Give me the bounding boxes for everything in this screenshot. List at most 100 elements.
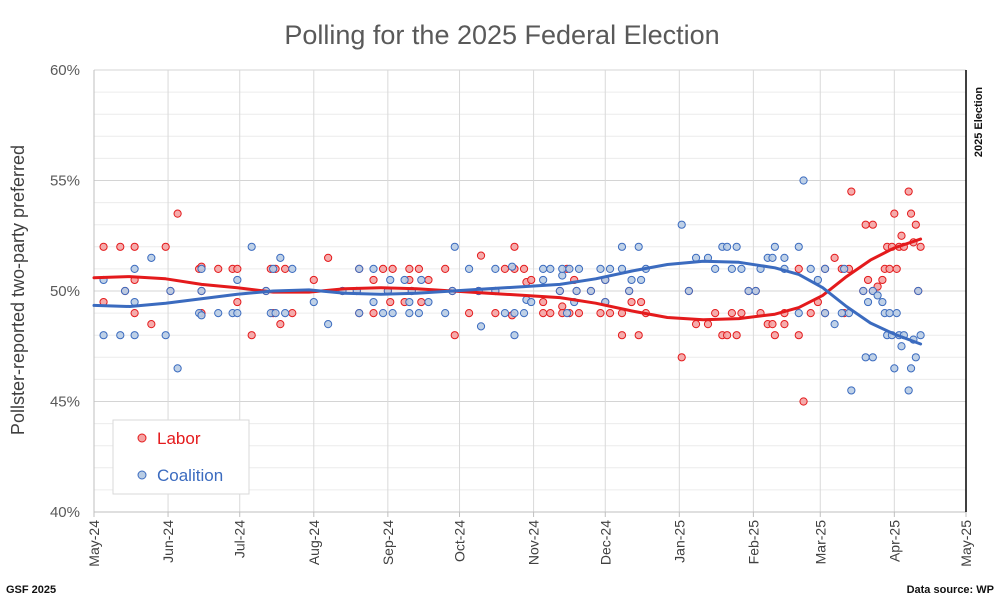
point-coalition bbox=[116, 331, 125, 340]
point-coalition bbox=[510, 331, 519, 340]
point-coalition bbox=[417, 275, 426, 285]
point-coalition bbox=[744, 286, 753, 296]
point-coalition bbox=[424, 297, 433, 307]
point-labor bbox=[116, 242, 125, 251]
legend-marker-labor bbox=[137, 433, 147, 443]
point-coalition bbox=[780, 253, 789, 262]
point-coalition bbox=[527, 297, 536, 307]
point-coalition bbox=[197, 311, 206, 320]
point-labor bbox=[847, 187, 856, 196]
point-labor bbox=[768, 320, 777, 329]
point-coalition bbox=[677, 220, 686, 229]
point-coalition bbox=[197, 286, 206, 296]
point-labor bbox=[491, 309, 500, 318]
point-labor bbox=[878, 275, 887, 285]
point-coalition bbox=[558, 271, 567, 280]
legend-box bbox=[112, 419, 250, 495]
legend: Labor Coalition bbox=[112, 419, 250, 495]
point-labor bbox=[214, 264, 223, 273]
point-coalition bbox=[214, 309, 223, 318]
point-coalition bbox=[837, 309, 846, 318]
point-coalition bbox=[539, 264, 548, 273]
point-labor bbox=[897, 231, 906, 240]
point-labor bbox=[916, 242, 925, 251]
source-right: Data source: WP bbox=[907, 584, 994, 596]
point-labor bbox=[519, 264, 529, 273]
point-labor bbox=[868, 220, 877, 229]
point-coalition bbox=[388, 309, 397, 318]
point-coalition bbox=[878, 297, 887, 307]
point-labor bbox=[863, 275, 873, 285]
point-coalition bbox=[464, 264, 474, 273]
point-coalition bbox=[794, 309, 803, 318]
point-coalition bbox=[572, 286, 581, 296]
point-labor bbox=[892, 264, 901, 273]
y-axis-label: Pollster-reported two-party preferred bbox=[8, 145, 28, 435]
point-coalition bbox=[378, 309, 388, 318]
point-labor bbox=[424, 275, 433, 285]
point-labor bbox=[324, 253, 333, 262]
point-coalition bbox=[732, 242, 741, 251]
point-labor bbox=[233, 264, 242, 273]
point-labor bbox=[386, 297, 395, 307]
point-coalition bbox=[806, 264, 815, 273]
point-labor bbox=[510, 242, 519, 251]
point-coalition bbox=[507, 262, 517, 271]
point-coalition bbox=[847, 386, 856, 395]
election-marker-label: 2025 Election bbox=[973, 87, 985, 158]
legend-label-coalition: Coalition bbox=[157, 466, 223, 485]
point-labor bbox=[634, 331, 643, 340]
point-coalition bbox=[197, 264, 206, 273]
point-coalition bbox=[562, 309, 572, 318]
point-coalition bbox=[555, 286, 564, 296]
point-labor bbox=[906, 209, 916, 218]
point-coalition bbox=[161, 331, 170, 340]
point-coalition bbox=[99, 331, 108, 340]
point-coalition bbox=[276, 253, 285, 262]
point-labor bbox=[405, 264, 414, 273]
point-coalition bbox=[916, 331, 925, 340]
point-labor bbox=[737, 309, 746, 318]
point-coalition bbox=[634, 242, 643, 251]
point-coalition bbox=[574, 264, 584, 273]
x-tick-label: Nov-24 bbox=[526, 520, 542, 565]
point-coalition bbox=[636, 275, 646, 285]
chart-title: Polling for the 2025 Federal Election bbox=[284, 20, 719, 50]
x-tick-label: Jan-25 bbox=[671, 520, 687, 563]
point-coalition bbox=[892, 309, 901, 318]
x-tick-label: Feb-25 bbox=[745, 520, 761, 565]
point-coalition bbox=[820, 309, 830, 318]
point-labor bbox=[527, 275, 536, 285]
source-left: GSF 2025 bbox=[6, 584, 56, 596]
point-coalition bbox=[309, 297, 318, 307]
point-labor bbox=[417, 297, 426, 307]
x-tick-label: Dec-24 bbox=[597, 520, 613, 565]
x-tick-label: Sep-24 bbox=[380, 520, 396, 565]
point-coalition bbox=[911, 353, 920, 362]
point-coalition bbox=[904, 386, 913, 395]
point-coalition bbox=[737, 264, 746, 273]
point-coalition bbox=[271, 309, 280, 318]
point-labor bbox=[378, 264, 388, 273]
point-coalition bbox=[324, 320, 333, 329]
point-labor bbox=[161, 242, 170, 251]
point-coalition bbox=[269, 264, 278, 273]
point-coalition bbox=[890, 364, 899, 373]
point-coalition bbox=[539, 275, 548, 285]
point-coalition bbox=[369, 297, 378, 307]
point-labor bbox=[627, 297, 636, 307]
point-coalition bbox=[130, 331, 139, 340]
point-coalition bbox=[768, 253, 777, 262]
point-coalition bbox=[247, 242, 256, 251]
point-labor bbox=[727, 309, 736, 318]
point-labor bbox=[276, 320, 285, 329]
point-coalition bbox=[684, 286, 693, 296]
point-labor bbox=[636, 297, 646, 307]
point-labor bbox=[233, 297, 242, 307]
coalition-trend-line bbox=[92, 259, 923, 346]
labor-trend-line bbox=[92, 237, 923, 322]
point-labor bbox=[130, 309, 139, 318]
point-coalition bbox=[130, 264, 139, 273]
point-coalition bbox=[914, 286, 923, 296]
point-coalition bbox=[405, 309, 414, 318]
